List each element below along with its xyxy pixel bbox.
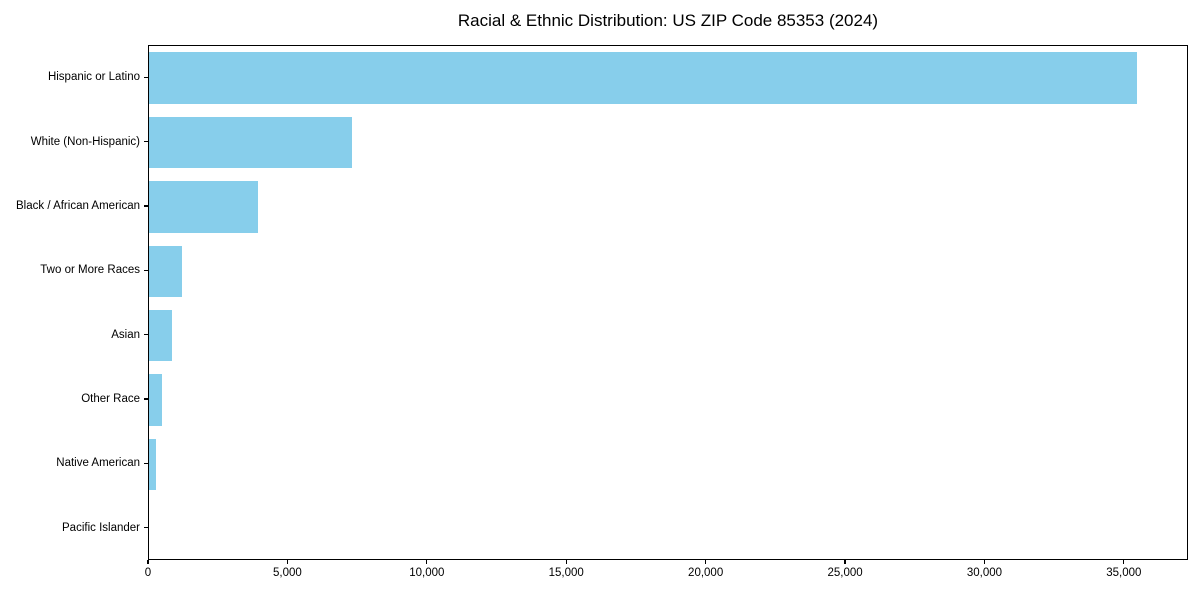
y-tick-label-asian: Asian (111, 328, 140, 341)
y-tick-mark (144, 76, 148, 78)
bar-native-american (149, 438, 156, 491)
x-tick-mark (983, 560, 986, 564)
x-tick-mark (426, 560, 428, 564)
y-tick-mark (144, 398, 148, 400)
y-tick-mark (144, 205, 148, 207)
x-tick-mark (286, 560, 288, 564)
y-tick-mark (144, 334, 148, 336)
bar-asian (149, 309, 173, 362)
bar-hispanic-or-latino (149, 52, 1137, 104)
bar-row (149, 368, 1187, 432)
x-tick-label-5000: 5,000 (273, 567, 302, 579)
bar-other-race (149, 374, 162, 426)
y-tick-label-black-african-american: Black / African American (16, 199, 140, 212)
x-tick-mark (1123, 560, 1125, 564)
y-tick-label-hispanic-or-latino: Hispanic or Latino (47, 71, 140, 84)
bar-row (149, 497, 1187, 561)
chart-title: Racial & Ethnic Distribution: US ZIP Cod… (457, 11, 879, 30)
y-tick-mark (144, 462, 148, 465)
y-tick-mark (144, 269, 148, 271)
x-tick-mark (147, 560, 149, 564)
y-tick-label-other-race: Other Race (81, 393, 140, 406)
x-tick-label-15000: 15,000 (548, 567, 584, 579)
bar-row (149, 432, 1187, 496)
y-tick-label-white-non-hispanic: White (Non-Hispanic) (30, 135, 140, 148)
y-tick-label-native-american: Native American (56, 457, 140, 470)
bar-row (149, 46, 1187, 110)
x-tick-label-0: 0 (144, 567, 152, 579)
x-tick-label-10000: 10,000 (409, 567, 445, 579)
y-tick-mark (144, 140, 148, 143)
plot-area (148, 45, 1188, 560)
y-tick-label-two-or-more-races: Two or More Races (40, 264, 140, 277)
bar-row (149, 110, 1187, 174)
x-tick-label-35000: 35,000 (1106, 567, 1142, 579)
bar-black-african-american (149, 181, 259, 233)
bar-row (149, 304, 1187, 368)
bar-white-non-hispanic (149, 116, 352, 169)
y-tick-mark (144, 527, 148, 529)
x-tick-label-30000: 30,000 (966, 567, 1003, 579)
bars-layer (149, 46, 1187, 559)
bar-row (149, 239, 1187, 303)
bar-two-or-more-races (149, 245, 183, 298)
y-tick-label-pacific-islander: Pacific Islander (62, 521, 140, 534)
x-tick-label-20000: 20,000 (688, 567, 724, 579)
x-tick-mark (844, 560, 846, 564)
x-tick-label-25000: 25,000 (827, 567, 863, 579)
bar-row (149, 175, 1187, 239)
x-tick-mark (705, 560, 707, 564)
x-tick-mark (565, 560, 567, 564)
